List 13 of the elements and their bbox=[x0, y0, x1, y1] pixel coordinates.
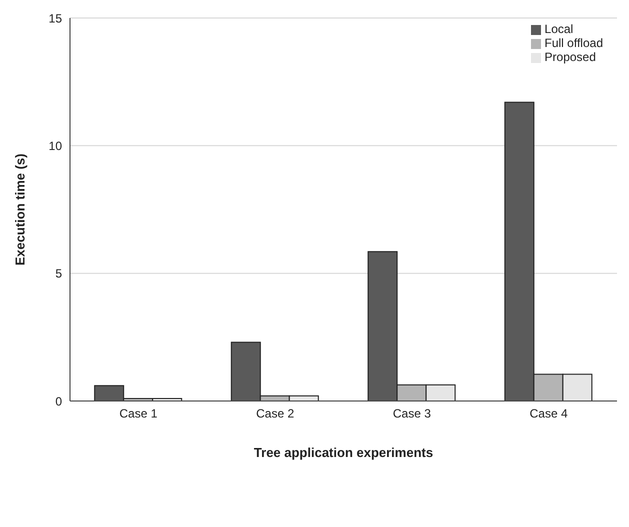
y-tick-label: 10 bbox=[48, 138, 62, 153]
y-axis-title: Execution time (s) bbox=[12, 154, 28, 266]
y-tick-label: 0 bbox=[55, 394, 62, 408]
legend-label: Proposed bbox=[544, 50, 596, 64]
x-tick-label: Case 1 bbox=[119, 406, 158, 421]
x-tick-label: Case 4 bbox=[530, 406, 568, 421]
x-tick-label: Case 2 bbox=[256, 406, 294, 421]
legend-label: Local bbox=[544, 22, 574, 36]
x-tick-label: Case 3 bbox=[392, 406, 432, 421]
y-tick-label: 15 bbox=[48, 11, 62, 26]
legend-label: Full offload bbox=[544, 36, 603, 50]
x-axis-title: Tree application experiments bbox=[254, 445, 434, 460]
y-tick-label: 5 bbox=[55, 266, 62, 281]
